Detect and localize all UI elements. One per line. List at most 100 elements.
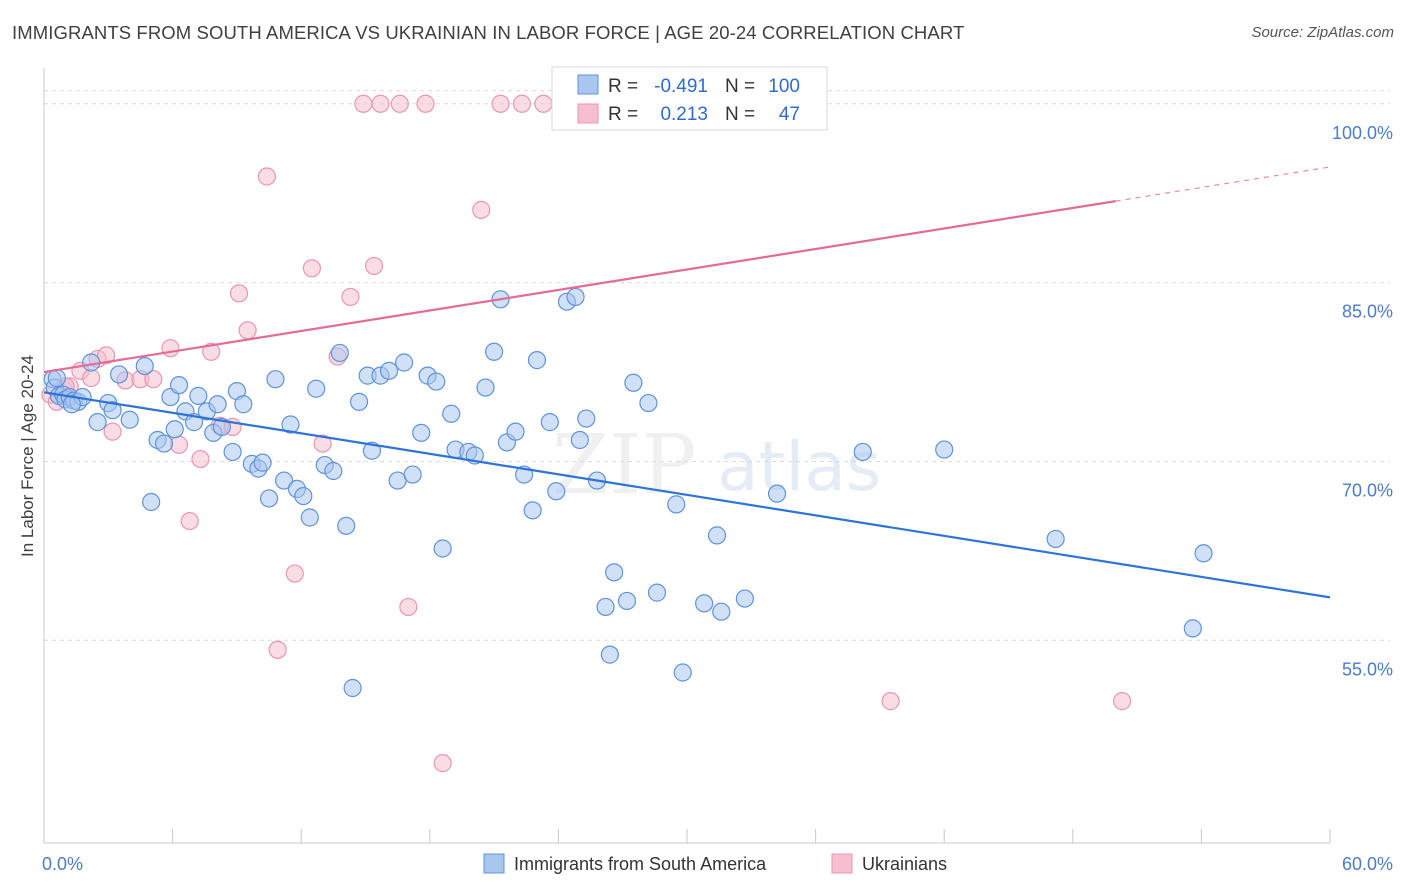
south-america-point-12: [103, 401, 122, 420]
south-america-point-83: [624, 373, 643, 392]
stats-n-value-pink: 47: [779, 104, 800, 125]
south-america-point-59: [433, 539, 452, 558]
ukrainians-point-23: [285, 564, 304, 583]
y-tick-label-0: 100.0%: [1332, 123, 1393, 143]
ukrainians-point-25: [313, 434, 332, 453]
south-america-point-36: [266, 370, 285, 389]
south-america-point-10: [88, 413, 107, 432]
stats-r-value-blue: -0.491: [654, 76, 708, 97]
south-america-point-38: [281, 415, 300, 434]
legend-swatch-ukrainians: [831, 853, 853, 874]
south-america-point-48: [349, 392, 369, 411]
south-america-point-80: [605, 563, 624, 582]
stats-r-label-pink: R =: [608, 104, 638, 125]
south-america-point-29: [223, 442, 242, 462]
south-america-point-60: [442, 404, 461, 423]
south-america-point-55: [403, 465, 422, 484]
ukrainians-point-30: [371, 94, 390, 113]
ukrainians-point-24: [302, 259, 322, 278]
south-america-point-68: [506, 422, 525, 441]
trendline-ukrainians-extension: [1115, 166, 1331, 202]
south-america-point-76: [570, 430, 589, 450]
ukrainians-point-31: [390, 94, 409, 113]
south-america-point-24: [189, 386, 208, 405]
chart-source: Source: ZipAtlas.com: [1251, 24, 1394, 41]
south-america-point-13: [109, 365, 129, 384]
south-america-point-56: [412, 423, 431, 442]
ukrainians-point-33: [416, 94, 435, 113]
south-america-point-77: [577, 409, 596, 428]
stats-r-label-blue: R =: [608, 76, 638, 97]
watermark-atlas: atlas: [717, 428, 881, 507]
south-america-point-71: [527, 351, 547, 370]
south-america-point-37: [274, 471, 294, 490]
ukrainians-point-19: [229, 284, 249, 303]
stats-n-label-blue: N =: [725, 76, 755, 97]
y-tick-label-1: 85.0%: [1342, 302, 1393, 322]
y-tick-labels: 100.0% 85.0% 70.0% 55.0%: [1332, 123, 1393, 680]
south-america-point-31: [234, 395, 253, 414]
y-axis-label: In Labor Force | Age 20-24: [18, 355, 37, 557]
south-america-point-52: [379, 361, 399, 380]
south-america-point-91: [735, 589, 754, 608]
ukrainians-point-29: [364, 256, 384, 276]
south-america-point-70: [523, 501, 542, 520]
ukrainians-point-37: [512, 94, 532, 113]
south-america-point-97: [1183, 619, 1202, 638]
south-america-point-72: [540, 413, 559, 432]
ukrainians-point-12: [161, 339, 180, 358]
x-tick-label-left: 0.0%: [42, 854, 83, 874]
south-america-point-28: [212, 417, 231, 436]
south-america-point-87: [673, 663, 692, 682]
legend-label-south-america: Immigrants from South America: [514, 854, 767, 874]
ukrainians-point-8: [103, 422, 122, 441]
south-america-point-75: [566, 287, 585, 307]
south-america-point-14: [120, 410, 139, 429]
south-america-point-16: [142, 492, 161, 512]
south-america-point-89: [707, 526, 727, 545]
south-america-point-96: [1194, 544, 1213, 563]
stats-legend: R = -0.491 N = 100 R = 0.213 N = 47: [551, 66, 828, 131]
south-america-point-95: [1046, 529, 1065, 549]
south-america-point-94: [935, 440, 954, 459]
south-america-point-85: [647, 583, 667, 602]
ukrainians-point-32: [399, 597, 418, 617]
south-america-point-93: [853, 442, 872, 462]
ukrainians-point-20: [238, 321, 257, 340]
ukrainians-point-22: [268, 640, 287, 659]
south-america-point-44: [324, 461, 343, 481]
south-america-point-50: [362, 441, 382, 460]
south-america-point-27: [208, 395, 227, 414]
south-america-point-81: [596, 597, 615, 617]
south-america-point-54: [394, 353, 414, 372]
south-america-point-41: [300, 508, 319, 527]
south-america-point-45: [330, 343, 349, 363]
south-america-point-90: [712, 602, 731, 621]
stats-legend-swatch-blue: [577, 74, 599, 95]
south-america-point-86: [667, 495, 686, 514]
south-america-point-82: [617, 591, 637, 611]
legend-label-ukrainians: Ukrainians: [862, 854, 947, 874]
stats-n-label-pink: N =: [725, 104, 755, 125]
south-america-point-47: [343, 678, 362, 698]
ukrainians-point-7: [97, 346, 116, 365]
ukrainians-point-36: [491, 94, 510, 113]
south-america-point-42: [307, 379, 326, 398]
south-america-point-58: [427, 372, 446, 391]
south-america-point-79: [600, 645, 619, 664]
south-america-point-40: [294, 486, 313, 506]
ukrainians-point-16: [202, 342, 221, 361]
south-america-point-64: [476, 378, 495, 397]
bottom-legend: Immigrants from South America Ukrainians: [483, 853, 947, 874]
south-america-point-18: [154, 434, 174, 453]
stats-r-value-pink: 0.213: [660, 104, 708, 125]
chart-title: IMMIGRANTS FROM SOUTH AMERICA VS UKRAINI…: [12, 22, 965, 43]
ukrainians-point-5: [82, 368, 101, 388]
ukrainians-point-11: [144, 370, 163, 389]
south-america-point-84: [639, 393, 658, 413]
ukrainians-point-35: [472, 200, 491, 219]
trendlines: [43, 166, 1331, 599]
grid-lines: [44, 90, 1390, 641]
south-america-points: [43, 287, 1213, 698]
